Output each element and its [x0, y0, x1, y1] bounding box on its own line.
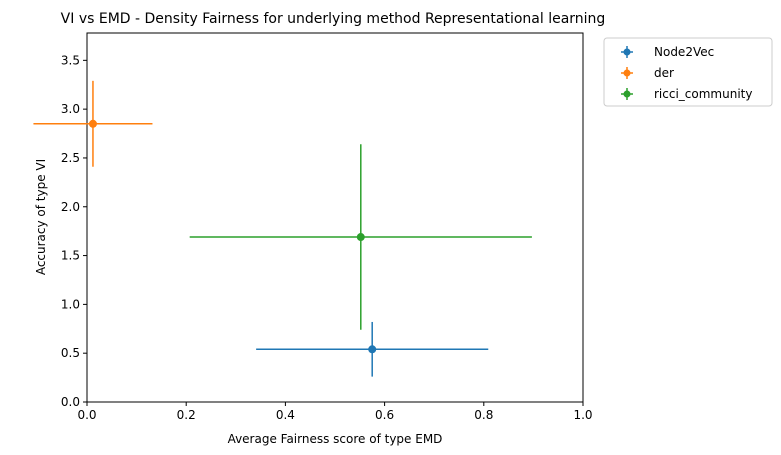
y-tick-label: 0.0 — [61, 395, 80, 409]
legend-label: ricci_community — [654, 87, 752, 101]
y-tick-label: 2.5 — [61, 151, 80, 165]
legend-marker-dot — [623, 69, 631, 77]
data-point — [368, 345, 377, 354]
series-Node2Vec — [256, 321, 489, 377]
y-tick-label: 2.0 — [61, 200, 80, 214]
series-der — [33, 80, 153, 167]
chart-title: VI vs EMD - Density Fairness for underly… — [61, 11, 606, 27]
x-axis: 0.0 0.2 0.4 0.6 0.8 1.0 — [77, 402, 593, 422]
legend-label: der — [654, 66, 674, 80]
x-tick-label: 0.8 — [474, 408, 493, 422]
x-tick-label: 1.0 — [573, 408, 592, 422]
y-axis: 0.0 0.5 1.0 1.5 2.0 2.5 3.0 3.5 — [61, 53, 87, 409]
legend-label: Node2Vec — [654, 45, 714, 59]
plot-area — [86, 32, 584, 403]
y-tick-label: 0.5 — [61, 346, 80, 360]
y-tick-label: 1.5 — [61, 249, 80, 263]
legend-item: ricci_community — [621, 87, 752, 101]
data-point — [356, 233, 365, 242]
plot-frame — [86, 32, 584, 403]
x-tick-label: 0.0 — [77, 408, 96, 422]
x-axis-label: Average Fairness score of type EMD — [228, 432, 443, 446]
legend: Node2Vec der ricci_community — [603, 37, 773, 107]
legend-item: Node2Vec — [621, 45, 714, 59]
y-tick-label: 3.0 — [61, 102, 80, 116]
legend-marker-dot — [623, 90, 631, 98]
x-tick-label: 0.4 — [276, 408, 295, 422]
series-ricci-community — [189, 144, 532, 330]
y-axis-label: Accuracy of type VI — [34, 159, 48, 275]
data-point — [88, 119, 97, 128]
legend-box — [603, 37, 773, 107]
x-tick-label: 0.6 — [375, 408, 394, 422]
x-tick-label: 0.2 — [177, 408, 196, 422]
legend-item: der — [621, 66, 674, 80]
series-layer — [33, 80, 532, 377]
legend-marker-dot — [623, 48, 631, 56]
y-tick-label: 1.0 — [61, 297, 80, 311]
y-tick-label: 3.5 — [61, 53, 80, 67]
